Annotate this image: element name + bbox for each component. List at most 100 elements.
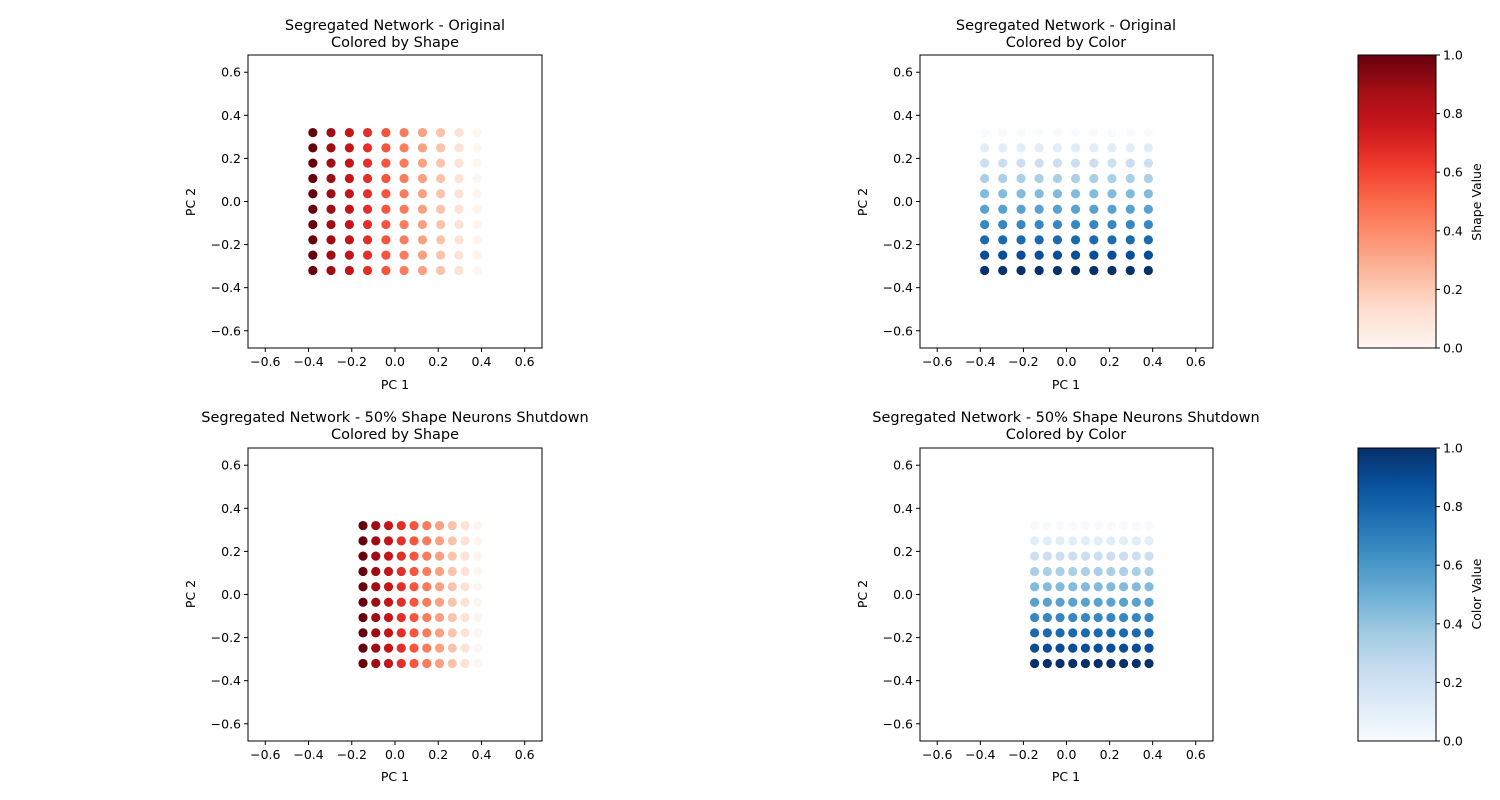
data-point [434, 551, 445, 561]
data-point [1030, 582, 1040, 592]
y-tick-label: −0.4 [211, 280, 241, 295]
data-point [417, 143, 428, 153]
data-point [1144, 597, 1154, 607]
panel-1-ylabel: PC 2 [855, 188, 870, 216]
data-point [1144, 658, 1154, 669]
data-point [1034, 204, 1044, 214]
x-tick-label: 0.2 [428, 354, 448, 369]
data-point [1030, 551, 1040, 561]
data-point [383, 612, 394, 623]
y-tick-label: −0.4 [883, 673, 913, 688]
data-point [980, 265, 990, 276]
data-point [1106, 582, 1116, 592]
data-point [1052, 127, 1063, 138]
x-tick-label: 0.4 [1143, 747, 1163, 762]
data-point [326, 173, 336, 184]
data-point [1034, 235, 1044, 245]
data-point [383, 597, 394, 607]
data-point [436, 173, 446, 184]
data-point [1093, 643, 1103, 653]
panel-2-frame [247, 447, 543, 742]
x-tick-label: 0.6 [515, 747, 535, 762]
data-point [1070, 189, 1081, 199]
panel-1: Segregated Network - Original Colored by… [855, 18, 1214, 392]
data-point [1131, 612, 1141, 623]
data-point [422, 597, 432, 607]
data-point [460, 551, 470, 561]
data-point [396, 582, 406, 592]
data-point [383, 566, 394, 577]
data-point [1070, 173, 1081, 184]
panel-0-frame [247, 54, 543, 349]
data-point [472, 250, 482, 260]
data-point [1143, 189, 1153, 199]
data-point [1055, 612, 1065, 623]
data-point [1131, 643, 1141, 653]
data-point [436, 143, 446, 153]
data-point [472, 265, 482, 276]
data-point [454, 158, 464, 168]
data-point [980, 219, 990, 230]
data-point [1034, 127, 1044, 138]
data-point [1055, 643, 1065, 653]
data-point [381, 219, 391, 230]
panel-0-title: Segregated Network - Original [285, 18, 505, 34]
data-point [1070, 235, 1081, 245]
data-point [308, 250, 318, 260]
x-tick-label: −0.6 [922, 747, 952, 762]
data-point [454, 204, 464, 214]
data-point [1055, 628, 1065, 638]
data-point [1107, 158, 1117, 168]
x-tick-label: −0.6 [250, 747, 280, 762]
data-point [362, 127, 373, 138]
data-point [434, 520, 445, 531]
data-point [1052, 219, 1063, 230]
x-tick-label: −0.2 [337, 747, 367, 762]
colorbar-tick-label: 1.0 [1443, 441, 1463, 456]
data-point [980, 204, 990, 214]
y-tick-label: −0.2 [211, 237, 241, 252]
data-point [1143, 204, 1153, 214]
data-point [1107, 219, 1117, 230]
data-point [1042, 597, 1052, 607]
data-point [1034, 158, 1044, 168]
data-point [447, 566, 457, 577]
data-point [358, 658, 368, 669]
data-point [1068, 551, 1078, 561]
y-tick-label: −0.2 [883, 237, 913, 252]
data-point [422, 612, 432, 623]
data-point [1118, 628, 1129, 638]
data-point [1034, 189, 1044, 199]
data-point [409, 551, 419, 561]
data-point [472, 219, 482, 230]
data-point [998, 250, 1008, 260]
data-point [1093, 597, 1103, 607]
data-point [454, 143, 464, 153]
data-point [1125, 127, 1135, 138]
x-tick-label: 0.4 [1143, 354, 1163, 369]
data-point [1055, 566, 1065, 577]
y-tick-label: 0.6 [221, 458, 241, 473]
data-point [381, 143, 391, 153]
data-point [454, 189, 464, 199]
data-point [1016, 143, 1026, 153]
data-point [473, 582, 483, 592]
data-point [447, 658, 457, 669]
colorbar-tick-label: 0.4 [1443, 616, 1463, 631]
data-point [436, 189, 446, 199]
data-point [436, 219, 446, 230]
data-point [1016, 189, 1026, 199]
data-point [1055, 520, 1065, 531]
data-point [998, 158, 1008, 168]
data-point [1143, 143, 1153, 153]
data-point [422, 582, 432, 592]
data-point [396, 643, 406, 653]
data-point [1144, 628, 1154, 638]
data-point [460, 643, 470, 653]
data-point [326, 235, 336, 245]
data-point [1052, 265, 1063, 276]
data-point [362, 235, 373, 245]
data-point [1080, 628, 1091, 638]
panel-3-points [1030, 520, 1154, 669]
data-point [1070, 143, 1081, 153]
